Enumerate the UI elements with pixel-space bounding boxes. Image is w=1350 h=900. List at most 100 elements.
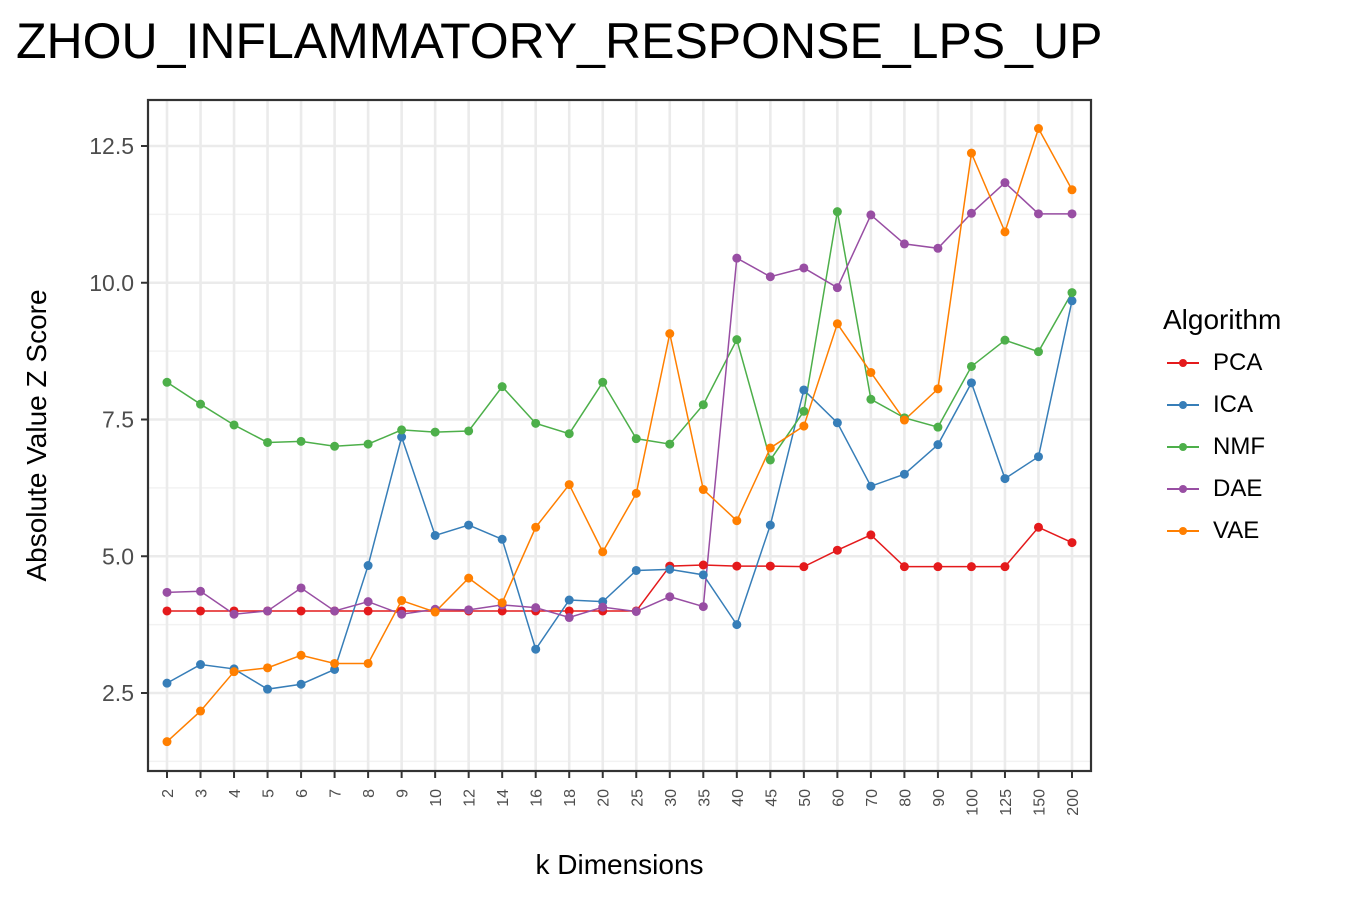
series-line-pca (167, 526, 1073, 612)
data-point-ica (799, 385, 809, 395)
data-point-vae (933, 384, 943, 394)
data-point-vae (832, 319, 842, 329)
data-point-vae (631, 488, 641, 498)
data-point-ica (899, 469, 909, 479)
data-point-nmf (832, 207, 842, 217)
data-point-pca (296, 606, 306, 616)
data-point-nmf (698, 400, 708, 410)
x-tick-label: 150 (1031, 789, 1048, 816)
data-point-dae (397, 609, 407, 619)
data-point-dae (196, 586, 206, 596)
data-point-vae (1033, 123, 1043, 133)
data-point-vae (866, 367, 876, 377)
data-point-dae (162, 587, 172, 597)
data-point-dae (966, 208, 976, 218)
data-point-vae (196, 706, 206, 716)
legend-key (1163, 437, 1203, 457)
data-point-nmf (799, 406, 809, 416)
data-point-nmf (162, 377, 172, 387)
data-point-ica (1067, 296, 1077, 306)
data-point-vae (665, 329, 675, 339)
data-point-nmf (1000, 335, 1010, 345)
series-line-nmf (166, 211, 1073, 462)
data-point-ica (933, 440, 943, 450)
legend-item-nmf: NMF (1163, 426, 1281, 468)
legend-label: PCA (1213, 349, 1263, 376)
data-point-nmf (229, 420, 239, 430)
legend-item-ica: ICA (1163, 384, 1281, 426)
x-tick-label: 14 (495, 789, 512, 807)
data-point-vae (162, 737, 172, 747)
data-point-nmf (966, 361, 976, 371)
data-point-dae (832, 283, 842, 293)
data-point-ica (296, 679, 306, 689)
data-point-pca (933, 562, 943, 572)
y-tick-label: 7.5 (102, 407, 134, 433)
data-point-dae (296, 583, 306, 593)
data-point-nmf (363, 439, 373, 449)
data-point-ica (162, 678, 172, 688)
data-point-ica (1000, 474, 1010, 484)
data-point-nmf (631, 434, 641, 444)
data-point-nmf (430, 427, 440, 437)
legend-key (1163, 395, 1203, 415)
data-point-vae (698, 485, 708, 495)
y-tick-label: 2.5 (102, 680, 134, 706)
data-point-vae (531, 522, 541, 532)
data-point-vae (497, 598, 507, 608)
data-point-dae (866, 210, 876, 220)
data-point-pca (866, 530, 876, 540)
data-point-dae (765, 272, 775, 282)
x-tick-label: 9 (395, 789, 412, 798)
data-point-dae (698, 602, 708, 612)
x-tick-label: 70 (864, 789, 881, 807)
data-point-ica (564, 595, 574, 605)
data-point-nmf (330, 441, 340, 451)
data-point-ica (1033, 452, 1043, 462)
data-point-pca (1033, 522, 1043, 532)
data-point-nmf (397, 425, 407, 435)
data-point-ica (966, 378, 976, 388)
data-point-vae (397, 596, 407, 606)
x-tick-label: 80 (897, 789, 914, 807)
data-point-pca (832, 545, 842, 555)
data-point-nmf (765, 455, 775, 465)
data-point-ica (430, 530, 440, 540)
data-point-nmf (1067, 288, 1077, 298)
x-tick-label: 40 (730, 789, 747, 807)
data-point-ica (765, 520, 775, 530)
data-point-dae (564, 613, 574, 623)
data-point-ica (497, 534, 507, 544)
data-point-vae (296, 650, 306, 660)
data-point-nmf (732, 335, 742, 345)
x-tick-label: 30 (663, 789, 680, 807)
data-point-vae (1067, 185, 1077, 195)
data-point-ica (196, 660, 206, 670)
x-axis-label: k Dimensions (535, 849, 703, 880)
data-point-dae (899, 239, 909, 249)
x-tick-label: 60 (830, 789, 847, 807)
legend-key (1163, 521, 1203, 541)
x-tick-label: 18 (562, 789, 579, 807)
data-point-ica (698, 570, 708, 580)
x-tick-label: 200 (1065, 789, 1082, 816)
data-point-vae (765, 443, 775, 453)
data-point-vae (464, 573, 474, 583)
data-point-ica (363, 561, 373, 571)
data-point-vae (799, 421, 809, 431)
y-tick-label: 12.5 (89, 133, 134, 159)
data-point-dae (1033, 209, 1043, 219)
series-line-ica (166, 300, 1073, 690)
data-point-vae (732, 516, 742, 526)
data-point-vae (430, 607, 440, 617)
data-point-dae (263, 606, 273, 616)
data-point-nmf (464, 426, 474, 436)
x-tick-label: 45 (763, 789, 780, 807)
legend-label: VAE (1213, 517, 1260, 544)
x-tick-label: 2 (160, 789, 177, 798)
data-point-dae (464, 605, 474, 615)
y-tick-label: 10.0 (89, 270, 134, 296)
data-point-ica (464, 520, 474, 530)
legend-key (1163, 479, 1203, 499)
data-point-ica (866, 481, 876, 491)
